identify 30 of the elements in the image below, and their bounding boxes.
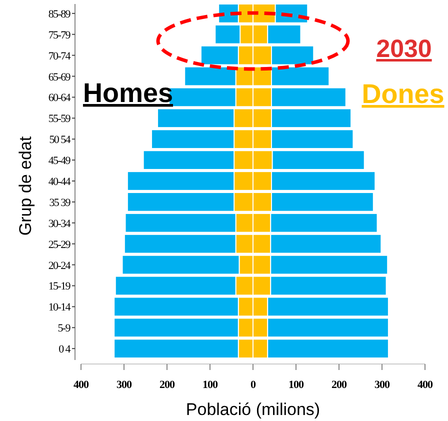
y-tick-label: 5-9 (58, 322, 72, 335)
x-tick-label: 300 (374, 379, 390, 391)
annotation: 2030 (376, 35, 432, 63)
y-tick-label: 20-24 (48, 260, 72, 272)
y-tick-label: 35 39 (49, 196, 72, 209)
y-axis-title: Grup de edat (16, 136, 35, 236)
y-tick-label: 25-29 (48, 238, 72, 251)
y-tick-label: 75-79 (48, 29, 72, 42)
x-tick-label: 400 (74, 379, 90, 391)
y-tick-label: 70-74 (48, 50, 72, 62)
x-tick-label: 100 (288, 379, 304, 391)
y-tick-label: 85-89 (48, 8, 72, 20)
annotation: Dones (362, 79, 444, 109)
x-tick-label: 200 (160, 379, 176, 391)
y-tick-label: 15-19 (48, 280, 72, 293)
x-axis-title: Població (milions) (186, 400, 320, 419)
y-tick-label: 45-49 (48, 155, 72, 168)
y-tick-label: 50 54 (49, 134, 72, 146)
y-tick-label: 65-69 (48, 71, 72, 84)
y-tick-label: 30-34 (48, 218, 72, 230)
x-tick-label: 200 (332, 379, 348, 391)
x-tick-label: 100 (202, 379, 218, 391)
x-tick-label: 300 (116, 379, 132, 391)
y-tick-label: 40-44 (48, 176, 72, 188)
x-tick-label: 0 (250, 379, 256, 391)
y-tick-label: 60-64 (48, 92, 72, 104)
x-tick-label: 400 (418, 379, 434, 391)
y-tick-label: 0 4 (58, 344, 72, 356)
y-tick-label: 10-14 (48, 302, 72, 314)
y-tick-label: 55-59 (48, 113, 72, 126)
